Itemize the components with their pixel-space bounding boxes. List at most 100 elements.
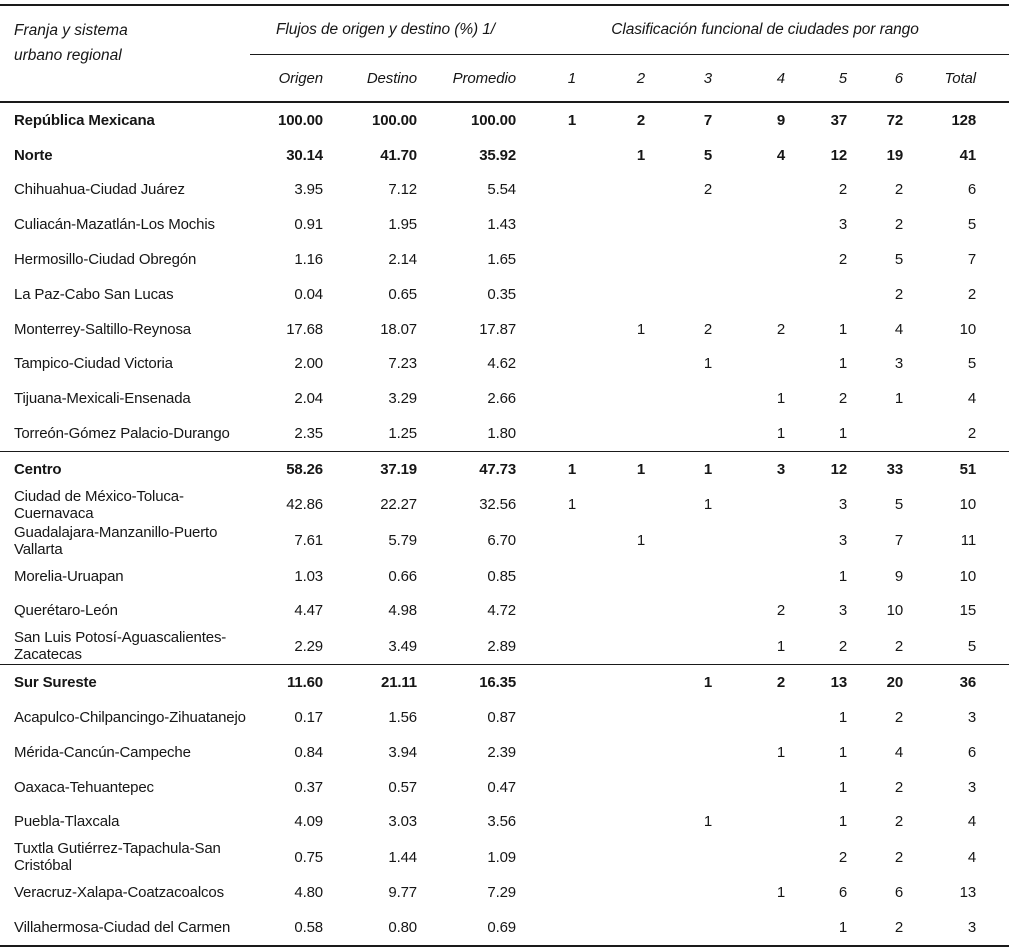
row-value-destino: 7.12 bbox=[388, 181, 417, 199]
row-value-total: 5 bbox=[967, 355, 977, 373]
row-value-rank-1: 1 bbox=[521, 450, 582, 487]
stub-header: Franja y sistema urbano regional bbox=[0, 5, 250, 103]
column-header-rank-4: 4 bbox=[717, 54, 791, 103]
row-value-destino: 1.95 bbox=[388, 216, 417, 234]
row-value-rank-3 bbox=[650, 839, 717, 875]
row-value-rank-1 bbox=[521, 242, 581, 277]
row-value-origen: 42.86 bbox=[286, 496, 323, 514]
row-value-destino: 3.29 bbox=[388, 390, 417, 408]
row-value-total: 128 bbox=[951, 111, 977, 129]
row-value-rank-1 bbox=[521, 700, 581, 735]
row-value-rank-6: 4 bbox=[894, 743, 904, 761]
row-value-destino: 2.14 bbox=[388, 251, 417, 269]
row-value-destino: 1.44 bbox=[388, 848, 417, 866]
row-value-total: 13 bbox=[959, 884, 977, 902]
row-value-origen: 0.58 bbox=[294, 919, 323, 937]
row-value-rank-4 bbox=[717, 277, 790, 312]
row-label: La Paz-Cabo San Lucas bbox=[14, 285, 174, 303]
row-label: Culiacán-Mazatlán-Los Mochis bbox=[14, 216, 215, 234]
row-value-rank-2 bbox=[581, 381, 650, 416]
row-value-rank-3: 1 bbox=[703, 355, 713, 373]
row-value-rank-2 bbox=[581, 487, 650, 523]
table-row: Sur Sureste 11.60 21.11 16.35 1 2 13 20 … bbox=[0, 664, 1009, 701]
table-row: Guadalajara-Manzanillo-Puerto Vallarta 7… bbox=[0, 523, 1009, 559]
row-value-origen: 0.04 bbox=[294, 285, 323, 303]
row-value-rank-1 bbox=[521, 735, 581, 770]
row-value-rank-6: 72 bbox=[886, 111, 904, 129]
row-label: Puebla-Tlaxcala bbox=[14, 813, 120, 831]
row-value-rank-5: 2 bbox=[838, 181, 848, 199]
row-value-rank-3 bbox=[650, 242, 717, 277]
row-value-destino: 1.56 bbox=[388, 709, 417, 727]
row-value-total: 11 bbox=[960, 532, 977, 550]
group-header-classification: Clasificación funcional de ciudades por … bbox=[521, 5, 1009, 55]
row-label: República Mexicana bbox=[14, 111, 155, 129]
row-value-rank-5 bbox=[790, 277, 852, 312]
row-value-rank-3 bbox=[650, 523, 717, 559]
row-value-total: 36 bbox=[908, 664, 1009, 701]
row-value-rank-1 bbox=[521, 805, 581, 840]
row-label: Villahermosa-Ciudad del Carmen bbox=[14, 919, 231, 937]
row-value-rank-4: 1 bbox=[776, 884, 786, 902]
row-value-rank-6: 2 bbox=[894, 919, 904, 937]
row-value-rank-5: 6 bbox=[838, 884, 848, 902]
column-header-promedio: Promedio bbox=[422, 54, 522, 103]
row-value-rank-2 bbox=[581, 910, 650, 946]
row-value-rank-4 bbox=[717, 347, 790, 382]
row-value-rank-4 bbox=[717, 242, 790, 277]
row-value-promedio: 0.69 bbox=[487, 919, 517, 937]
row-value-promedio: 2.89 bbox=[487, 637, 517, 655]
row-value-rank-1 bbox=[521, 770, 581, 805]
row-label: Oaxaca-Tehuantepec bbox=[14, 778, 154, 796]
row-value-promedio: 2.39 bbox=[487, 743, 517, 761]
row-value-rank-1 bbox=[521, 381, 581, 416]
row-value-total: 41 bbox=[959, 146, 977, 164]
row-value-rank-4: 1 bbox=[776, 637, 786, 655]
row-value-destino: 3.03 bbox=[388, 813, 417, 831]
row-value-promedio: 1.80 bbox=[487, 425, 517, 443]
row-value-rank-4: 2 bbox=[717, 664, 791, 701]
group-header-row: Franja y sistema urbano regional Flujos … bbox=[0, 5, 1009, 103]
row-value-rank-4 bbox=[717, 910, 790, 946]
row-value-rank-3 bbox=[650, 875, 717, 910]
row-value-origen: 4.09 bbox=[294, 813, 323, 831]
row-value-promedio: 4.72 bbox=[487, 602, 517, 620]
table-body: República Mexicana 100.00 100.00 100.00 … bbox=[0, 102, 1009, 946]
table-row: San Luis Potosí-Aguascalientes-Zacatecas… bbox=[0, 628, 1009, 665]
row-value-origen: 11.60 bbox=[250, 664, 328, 701]
row-value-rank-6: 2 bbox=[894, 778, 904, 796]
row-label: Torreón-Gómez Palacio-Durango bbox=[14, 425, 230, 443]
row-value-rank-6: 2 bbox=[894, 813, 904, 831]
row-value-origen: 30.14 bbox=[286, 146, 323, 164]
row-value-rank-5: 1 bbox=[838, 567, 848, 585]
row-label: Hermosillo-Ciudad Obregón bbox=[14, 251, 197, 269]
row-value-origen: 0.37 bbox=[294, 778, 323, 796]
row-value-total: 2 bbox=[967, 425, 977, 443]
row-value-rank-3 bbox=[650, 559, 717, 594]
row-label: Monterrey-Saltillo-Reynosa bbox=[14, 320, 192, 338]
row-value-rank-5: 3 bbox=[838, 602, 848, 620]
column-header-total: Total bbox=[908, 54, 1009, 103]
row-value-rank-6 bbox=[852, 416, 908, 451]
row-value-destino: 3.94 bbox=[388, 743, 417, 761]
row-value-destino: 41.70 bbox=[380, 146, 417, 164]
row-value-rank-2 bbox=[581, 242, 650, 277]
regional-systems-table: Franja y sistema urbano regional Flujos … bbox=[0, 4, 1009, 947]
row-value-origen: 58.26 bbox=[250, 450, 328, 487]
row-value-origen: 0.17 bbox=[294, 709, 323, 727]
row-value-origen: 0.91 bbox=[294, 216, 323, 234]
table-row: Tuxtla Gutiérrez-Tapachula-San Cristóbal… bbox=[0, 839, 1009, 875]
row-value-rank-4 bbox=[717, 207, 790, 242]
row-value-rank-2 bbox=[581, 875, 650, 910]
row-value-rank-3: 1 bbox=[703, 813, 713, 831]
row-value-rank-3: 5 bbox=[703, 146, 713, 164]
row-value-rank-1 bbox=[521, 523, 581, 559]
row-value-rank-1 bbox=[521, 594, 581, 629]
row-value-rank-2 bbox=[581, 664, 651, 701]
row-value-total: 4 bbox=[967, 813, 977, 831]
row-value-promedio: 1.09 bbox=[487, 848, 517, 866]
row-value-origen: 2.04 bbox=[294, 390, 323, 408]
table-row: Norte 30.14 41.70 35.92 1 5 4 12 19 41 bbox=[0, 138, 1009, 173]
row-value-promedio: 32.56 bbox=[479, 496, 517, 514]
row-value-rank-4: 2 bbox=[776, 320, 786, 338]
